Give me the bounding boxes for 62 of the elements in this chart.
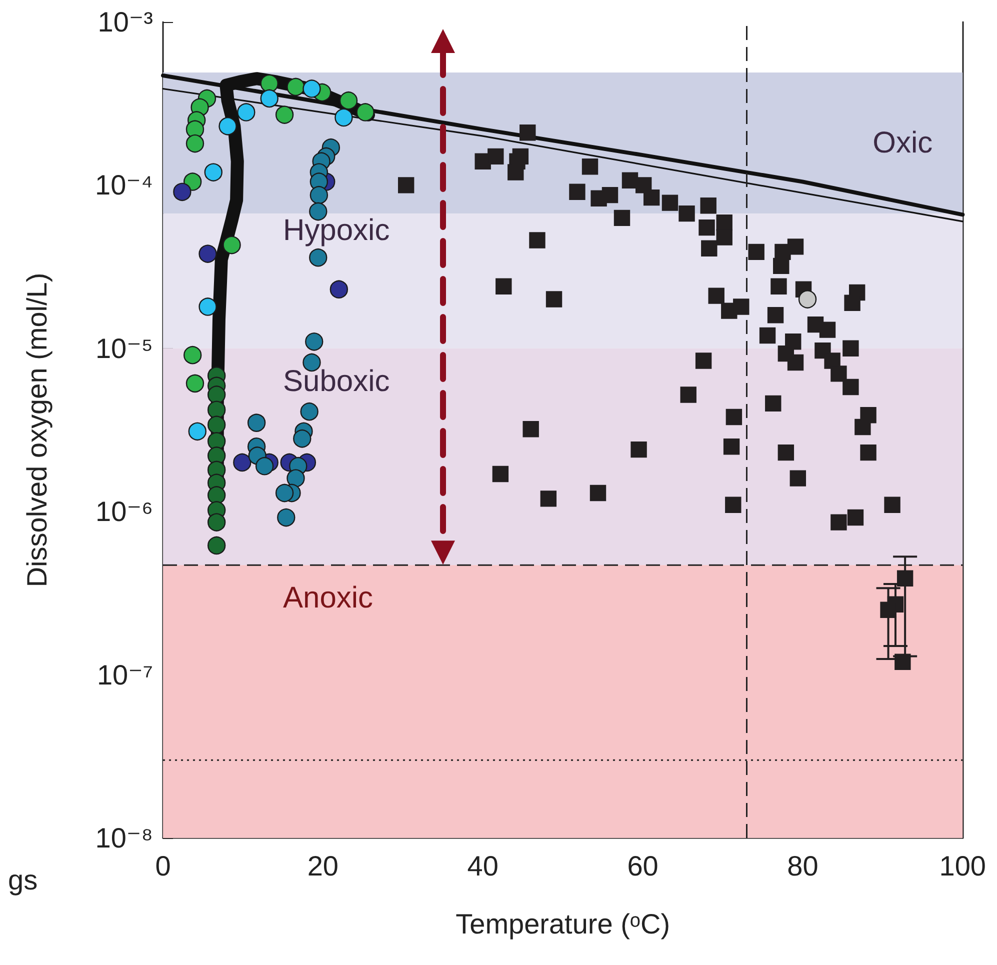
point [260, 89, 278, 108]
point [218, 117, 237, 136]
x-tick-label: 60 [627, 850, 658, 882]
text: gs [8, 864, 38, 896]
y-tick-label: 10⁻⁷ [96, 659, 153, 690]
band-label: Suboxic [283, 364, 390, 398]
point [186, 134, 204, 153]
point [798, 290, 817, 308]
point [356, 103, 374, 122]
y-axis-title: Dissolved oxygen (mol/L) [22, 272, 52, 588]
point [188, 422, 206, 441]
point [198, 298, 217, 316]
point [302, 80, 321, 98]
point [255, 457, 274, 476]
point [184, 346, 202, 364]
point [247, 414, 266, 432]
point [198, 244, 217, 263]
x-tick-label: 40 [467, 850, 498, 882]
point [222, 236, 241, 254]
x-tick-label: 100 [939, 850, 986, 882]
point [339, 91, 358, 110]
point [173, 182, 192, 201]
point [286, 469, 305, 488]
point [894, 654, 911, 670]
y-tick-label: 10⁻⁸ [95, 822, 153, 854]
point [204, 163, 222, 182]
point [300, 402, 318, 421]
point [330, 280, 348, 298]
point [305, 332, 324, 351]
point [184, 172, 202, 191]
point [207, 486, 226, 504]
point [293, 430, 312, 448]
point [207, 432, 226, 450]
point [309, 248, 328, 267]
x-tick-label: 80 [787, 850, 818, 882]
point [286, 78, 305, 96]
point [207, 536, 226, 555]
y-tick-label: 10⁻⁵ [95, 332, 153, 364]
x-tick-label: 20 [307, 850, 339, 882]
point [186, 374, 204, 393]
point [896, 570, 914, 586]
band-label: Anoxic [283, 582, 374, 615]
y-tick-label: 10⁻³ [98, 6, 153, 38]
point [880, 602, 896, 618]
y-tick-label: 10⁻⁶ [96, 496, 153, 528]
band-label: Hypoxic [283, 214, 390, 248]
point [260, 74, 278, 93]
y-tick-label: 10⁻⁴ [95, 170, 153, 201]
point [207, 416, 226, 434]
point [334, 108, 353, 127]
point [207, 513, 226, 532]
point [275, 106, 294, 124]
point [275, 484, 294, 502]
point [310, 186, 328, 204]
point [277, 508, 296, 527]
x-axis-title: Temperature (ᵒC) [456, 908, 670, 940]
band-label: Oxic [872, 126, 933, 160]
point [237, 103, 256, 122]
x-tick-label: 0 [155, 850, 171, 882]
point [207, 386, 226, 404]
point [207, 400, 226, 419]
point [233, 453, 252, 472]
